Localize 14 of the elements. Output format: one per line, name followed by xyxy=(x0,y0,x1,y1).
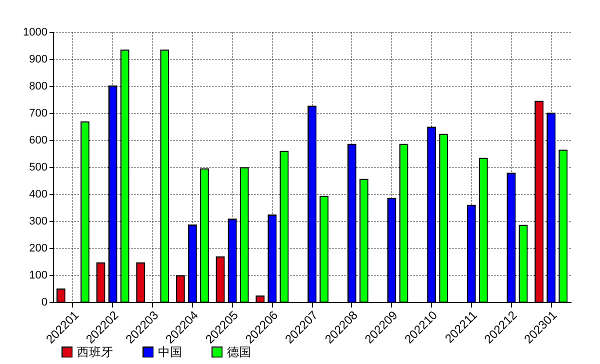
y-tick-label: 400 xyxy=(29,188,48,200)
y-tick-label: 500 xyxy=(29,162,48,174)
y-tick-label: 900 xyxy=(29,54,48,66)
y-tick-label: 0 xyxy=(41,296,48,308)
legend-label: 中国 xyxy=(158,345,182,359)
legend-label: 德国 xyxy=(227,345,251,359)
y-tick-label: 300 xyxy=(29,216,48,228)
y-tick-label: 800 xyxy=(29,80,48,92)
y-tick-label: 700 xyxy=(29,108,48,120)
legend-label: 西班牙 xyxy=(77,345,113,359)
y-tick-label: 600 xyxy=(29,134,48,146)
y-tick-label: 200 xyxy=(29,242,48,254)
y-tick-label: 100 xyxy=(29,270,48,282)
y-tick-label: 1000 xyxy=(23,26,48,38)
